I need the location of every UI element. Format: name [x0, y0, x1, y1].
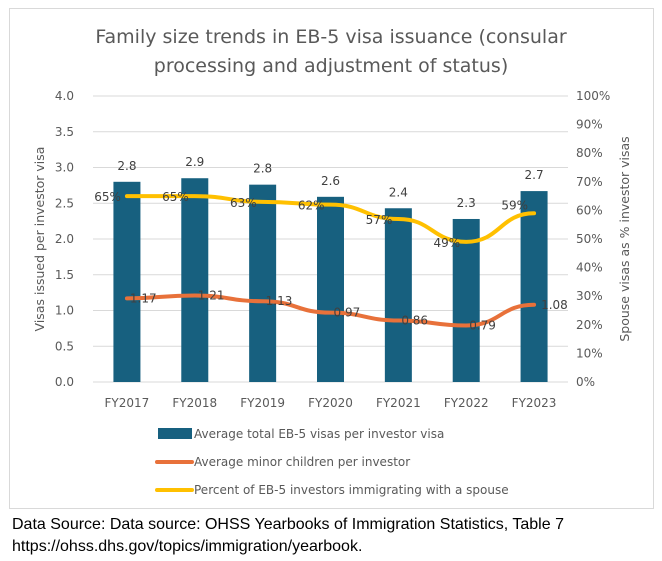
x-tick-label: FY2021	[376, 396, 421, 410]
y2-tick-label: 0%	[576, 375, 595, 389]
legend-label: Percent of EB-5 investors immigrating wi…	[194, 483, 509, 497]
x-axis-ticks: FY2017 FY2018 FY2019 FY2020 FY2021 FY2022 FY20…	[105, 396, 557, 410]
line-value-label: 1.08	[541, 298, 568, 312]
y2-tick-label: 20%	[576, 318, 603, 332]
line-value-label: 62%	[298, 199, 325, 213]
line-value-label: 0.79	[469, 319, 496, 333]
legend-label: Average total EB-5 visas per investor vi…	[194, 427, 444, 441]
x-tick-label: FY2018	[172, 396, 217, 410]
y-tick-label: 3.5	[55, 125, 74, 139]
y-axis-right-ticks: 0% 10% 20% 30% 40% 50% 60% 70% 80% 90% 100%	[576, 89, 610, 389]
line-value-label: 59%	[501, 198, 528, 212]
line-value-label: 65%	[94, 190, 121, 204]
chart-title-line-2: processing and adjustment of status)	[154, 55, 508, 77]
chart: Family size trends in EB-5 visa issuance…	[32, 26, 632, 497]
y2-tick-label: 90%	[576, 118, 603, 132]
series-line	[124, 293, 537, 328]
source-line-2: https://ohss.dhs.gov/topics/immigration/…	[12, 538, 363, 555]
line-value-label: 1.21	[198, 288, 225, 302]
y-tick-label: 2.0	[55, 232, 74, 246]
y2-tick-label: 50%	[576, 232, 603, 246]
x-tick-label: FY2022	[444, 396, 489, 410]
line-value-label: 1.17	[130, 291, 157, 305]
legend: Average total EB-5 visas per investor vi…	[155, 427, 509, 497]
y2-tick-label: 40%	[576, 261, 603, 275]
bar-value-label: 2.8	[253, 162, 272, 176]
y-tick-label: 4.0	[55, 89, 74, 103]
line-value-label: 57%	[366, 213, 393, 227]
y-tick-label: 1.0	[55, 304, 74, 318]
line-value-label: 1.13	[266, 294, 293, 308]
y2-tick-label: 70%	[576, 175, 603, 189]
y-axis-left-ticks: 0.0 0.5 1.0 1.5 2.0 2.5 3.0 3.5 4.0	[55, 89, 74, 389]
y-axis-right-title: Spouse visas as % investor visas	[617, 136, 632, 341]
y2-tick-label: 10%	[576, 346, 603, 360]
line-value-label: 65%	[162, 190, 189, 204]
bar-value-label: 2.9	[185, 155, 204, 169]
bar	[384, 208, 412, 382]
y-tick-label: 1.5	[55, 268, 74, 282]
y-axis-left-title: Visas issued per investor visa	[32, 147, 47, 332]
series-line	[124, 194, 537, 244]
x-tick-label: FY2017	[105, 396, 150, 410]
data-source-note: Data Source: Data source: OHSS Yearbooks…	[12, 514, 662, 558]
data-labels: 2.8 2.9 2.8 2.6 2.4 2.3 2.7 1.17 1.21 1.13 0.97 0.8…	[94, 155, 568, 332]
line-value-label: 0.86	[401, 314, 428, 328]
bar-value-label: 2.6	[321, 174, 340, 188]
bar	[520, 191, 548, 382]
y-tick-label: 3.0	[55, 161, 74, 175]
bar	[113, 181, 141, 382]
legend-item: Percent of EB-5 investors immigrating wi…	[155, 483, 509, 497]
bar	[249, 184, 277, 382]
bar	[452, 218, 480, 382]
x-tick-label: FY2023	[512, 396, 557, 410]
y-tick-label: 0.5	[55, 339, 74, 353]
y-tick-label: 2.5	[55, 196, 74, 210]
line-series	[124, 194, 537, 328]
chart-title-line-1: Family size trends in EB-5 visa issuance…	[95, 26, 566, 48]
y-tick-label: 0.0	[55, 375, 74, 389]
line-value-label: 49%	[434, 236, 461, 250]
bar-value-label: 2.8	[117, 159, 136, 173]
y2-tick-label: 60%	[576, 203, 603, 217]
line-value-label: 63%	[230, 196, 257, 210]
y2-tick-label: 80%	[576, 146, 603, 160]
bar-value-label: 2.4	[389, 185, 408, 199]
bar	[317, 196, 344, 382]
bar-value-label: 2.7	[525, 168, 544, 182]
bar-series	[113, 178, 548, 382]
legend-label: Average minor children per investor	[194, 455, 410, 469]
bar	[181, 178, 209, 382]
legend-item: Average total EB-5 visas per investor vi…	[158, 427, 444, 441]
legend-item: Average minor children per investor	[155, 455, 410, 469]
y2-tick-label: 100%	[576, 89, 610, 103]
legend-swatch	[158, 428, 192, 439]
chart-title: Family size trends in EB-5 visa issuance…	[95, 26, 566, 77]
x-tick-label: FY2019	[240, 396, 285, 410]
source-line-1: Data Source: Data source: OHSS Yearbooks…	[12, 516, 564, 533]
y2-tick-label: 30%	[576, 289, 603, 303]
bar-value-label: 2.3	[457, 196, 476, 210]
line-value-label: 0.97	[334, 306, 361, 320]
x-tick-label: FY2020	[308, 396, 353, 410]
